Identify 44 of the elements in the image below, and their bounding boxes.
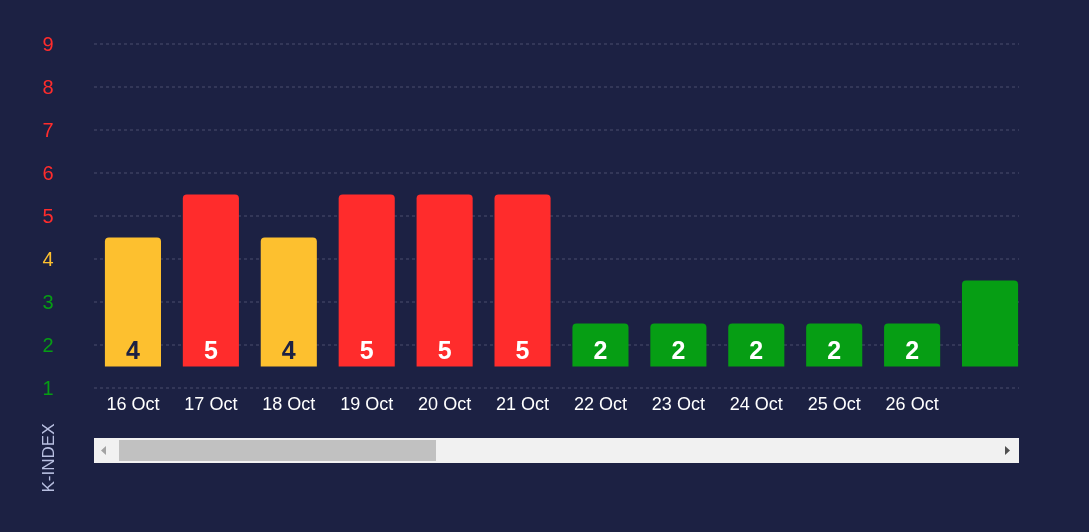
data-label: 4	[281, 335, 296, 364]
data-label: 5	[359, 335, 374, 364]
y-tick-label: 6	[42, 162, 54, 184]
y-tick-label: 5	[42, 205, 54, 227]
y-axis-title: K-INDEX	[39, 423, 58, 493]
bar	[650, 323, 707, 367]
x-tick-label: 18 Oct	[262, 394, 316, 414]
bar	[260, 237, 317, 367]
data-label: 2	[905, 335, 920, 364]
bar	[572, 323, 629, 367]
x-tick-label: 17 Oct	[184, 394, 238, 414]
y-tick-label: 7	[42, 119, 54, 141]
data-label: 2	[593, 335, 608, 364]
x-tick-label: 20 Oct	[418, 394, 472, 414]
data-label: 4	[126, 335, 141, 364]
data-label: 5	[515, 335, 530, 364]
x-tick-label: 23 Oct	[651, 394, 705, 414]
bar	[961, 280, 1019, 367]
x-tick-label: 25 Oct	[807, 394, 861, 414]
y-tick-label: 8	[42, 76, 54, 98]
y-tick-label: 4	[42, 248, 54, 270]
y-tick-label: 1	[42, 377, 54, 399]
data-label: 5	[437, 335, 452, 364]
bar	[494, 194, 551, 367]
x-tick-label: 24 Oct	[729, 394, 783, 414]
bar	[416, 194, 473, 367]
data-label: 5	[203, 335, 218, 364]
data-label: 2	[671, 335, 686, 364]
x-tick-label: 16 Oct	[106, 394, 160, 414]
x-tick-label: 21 Oct	[496, 394, 550, 414]
y-tick-label: 2	[42, 334, 54, 356]
x-tick-label: 19 Oct	[340, 394, 394, 414]
bar	[728, 323, 785, 367]
bar	[182, 194, 239, 367]
x-tick-label: 26 Oct	[885, 394, 939, 414]
y-tick-label: 9	[42, 33, 54, 55]
bar	[338, 194, 395, 367]
y-tick-label: 3	[42, 291, 54, 313]
data-label: 2	[749, 335, 764, 364]
x-tick-label: 22 Oct	[573, 394, 627, 414]
bar	[806, 323, 863, 367]
bar	[104, 237, 162, 367]
bar	[884, 323, 941, 367]
data-label: 2	[827, 335, 842, 364]
